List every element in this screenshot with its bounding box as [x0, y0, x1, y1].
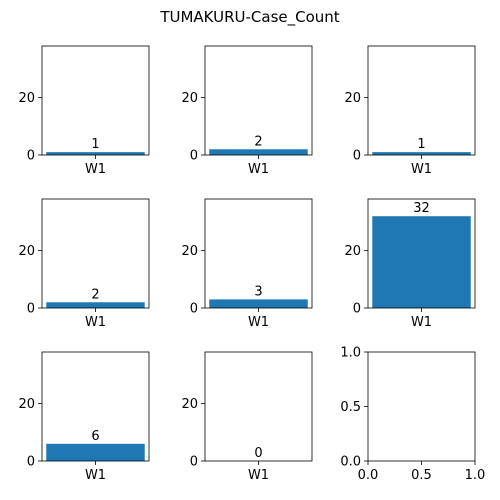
axes-frame [367, 351, 476, 462]
y-tick-label: 20 [18, 397, 35, 412]
axes-frame [204, 45, 313, 156]
x-tick-label: W1 [248, 468, 269, 483]
y-tick-label: 20 [181, 244, 198, 259]
bar [46, 302, 145, 308]
y-tick-label: 0 [190, 302, 198, 317]
y-tick-label: 20 [18, 91, 35, 106]
y-tick-label: 0 [27, 455, 35, 470]
y-tick-label: 0 [353, 149, 361, 164]
x-tick-label: W1 [411, 315, 432, 330]
axes-frame [204, 198, 313, 309]
bar-value-label: 1 [417, 137, 425, 152]
subplot-grid: 1020W12020W11020W12020W13020W132020W1602… [18, 45, 485, 484]
y-tick-label: 1.0 [340, 346, 361, 361]
subplot-7: 6 0 20 W1 [18, 351, 150, 483]
y-tick-label: 0.5 [340, 400, 361, 415]
x-tick-label: 0.0 [358, 468, 379, 483]
bar [372, 216, 471, 308]
bar-value-label: 32 [413, 201, 430, 216]
y-tick-label: 0 [353, 302, 361, 317]
subplot-3: 1 0 20 W1 [344, 45, 476, 177]
x-tick-label: W1 [248, 162, 269, 177]
axes-frame [367, 198, 476, 309]
axes-frame [204, 351, 313, 462]
chart-title: TUMAKURU-Case_Count [159, 8, 339, 27]
x-tick-label: W1 [85, 162, 106, 177]
subplot-9: 0.0 0.5 1.0 0.0 0.5 1.0 [340, 346, 485, 484]
bar-value-label: 0 [254, 446, 262, 461]
y-tick-label: 20 [181, 91, 198, 106]
bar-value-label: 3 [254, 284, 262, 299]
y-tick-label: 20 [344, 244, 361, 259]
y-tick-label: 20 [344, 91, 361, 106]
bar [372, 152, 471, 155]
subplot-6: 32 0 20 W1 [344, 198, 476, 330]
subplot-8: 0 0 20 W1 [181, 351, 313, 483]
bar [46, 443, 145, 461]
y-tick-label: 0.0 [340, 455, 361, 470]
x-tick-label: 1.0 [465, 468, 486, 483]
bar [209, 149, 308, 155]
axes-frame [41, 45, 150, 156]
subplot-1: 1 0 20 W1 [18, 45, 150, 177]
bar-value-label: 1 [91, 137, 99, 152]
axes-frame [367, 45, 476, 156]
x-tick-label: W1 [85, 315, 106, 330]
axes-frame [41, 351, 150, 462]
y-tick-label: 0 [190, 149, 198, 164]
subplot-5: 3 0 20 W1 [181, 198, 313, 330]
bar-value-label: 2 [91, 287, 99, 302]
x-tick-label: W1 [85, 468, 106, 483]
bar [209, 299, 308, 308]
bar-value-label: 2 [254, 134, 262, 149]
y-tick-label: 0 [27, 149, 35, 164]
bar [46, 152, 145, 155]
y-tick-label: 20 [181, 397, 198, 412]
x-tick-label: W1 [248, 315, 269, 330]
x-tick-label: 0.5 [411, 468, 432, 483]
y-tick-label: 20 [18, 244, 35, 259]
axes-frame [41, 198, 150, 309]
x-tick-label: W1 [411, 162, 432, 177]
y-tick-label: 0 [27, 302, 35, 317]
y-tick-label: 0 [190, 455, 198, 470]
bar-value-label: 6 [91, 429, 99, 444]
